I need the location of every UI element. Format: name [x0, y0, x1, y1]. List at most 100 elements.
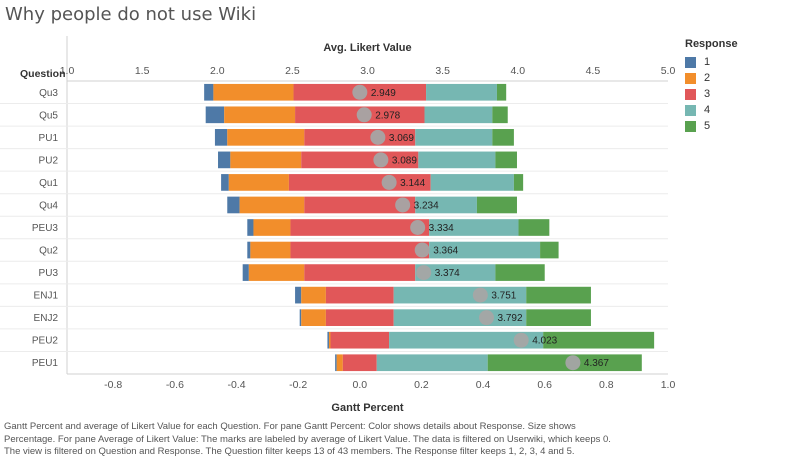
question-label: ENJ2	[34, 313, 59, 324]
question-label: Qu2	[39, 246, 58, 257]
legend-label-5: 5	[704, 120, 711, 132]
avg-label: 3.089	[392, 155, 417, 166]
question-label: Qu5	[39, 110, 58, 121]
bar-segment-r4	[430, 174, 514, 191]
bottom-axis-tick-label: -0.4	[227, 379, 245, 391]
legend-item-5[interactable]: 5	[685, 118, 738, 134]
avg-marker	[356, 107, 372, 123]
bar-segment-r5	[492, 106, 508, 124]
top-axis-tick-label: 5.0	[661, 65, 676, 77]
avg-label: 4.023	[532, 336, 557, 347]
top-axis-tick-label: 3.0	[360, 65, 375, 77]
bar-segment-r5	[526, 286, 591, 304]
legend-swatch-5	[685, 120, 696, 132]
bar-segment-r1	[295, 286, 302, 304]
question-label: PU2	[39, 155, 59, 166]
bar-segment-r4	[424, 106, 493, 124]
top-axis-tick-label: 4.0	[510, 65, 525, 77]
avg-label: 2.949	[371, 88, 396, 99]
bottom-axis-tick-label: 1.0	[661, 379, 676, 391]
avg-marker	[565, 355, 581, 371]
bar-segment-r1	[242, 264, 249, 281]
legend-item-2[interactable]: 2	[685, 70, 738, 86]
bar-segment-r4	[415, 264, 496, 281]
top-axis-tick-label: 1.0	[60, 65, 75, 77]
bar-segment-r5	[543, 331, 655, 349]
bar-segment-r1	[205, 106, 225, 124]
bar-segment-r1	[214, 129, 228, 146]
legend-item-4[interactable]: 4	[685, 102, 738, 118]
bar-segment-r5	[492, 129, 514, 146]
legend-label-3: 3	[704, 88, 711, 100]
avg-label: 3.334	[429, 223, 454, 234]
bar-segment-r1	[204, 83, 214, 101]
bar-segment-r5	[495, 151, 517, 169]
avg-marker	[410, 220, 426, 235]
bar-segment-r4	[429, 241, 541, 259]
legend-swatch-3	[685, 88, 696, 100]
legend-item-3[interactable]: 3	[685, 86, 738, 102]
legend-item-1[interactable]: 1	[685, 54, 738, 70]
avg-label: 4.367	[584, 358, 609, 369]
caption-line-2: Percentage. For pane Average of Likert V…	[4, 433, 611, 445]
bar-segment-r1	[299, 309, 302, 326]
bar-segment-r5	[518, 219, 550, 236]
question-label: ENJ1	[34, 291, 59, 302]
bar-segment-r1	[227, 196, 240, 214]
bottom-axis-tick-label: 0.8	[599, 379, 614, 391]
bar-segment-r2	[250, 241, 291, 259]
bar-segment-r5	[496, 83, 507, 101]
bottom-axis-tick-label: -0.2	[289, 379, 307, 391]
bar-segment-r5	[487, 354, 642, 372]
bar-segment-r4	[393, 309, 527, 326]
bottom-axis-tick-label: 0.6	[537, 379, 552, 391]
avg-marker	[381, 174, 397, 190]
top-axis-title: Avg. Likert Value	[323, 42, 411, 54]
bar-segment-r1	[247, 219, 254, 236]
avg-label: 3.069	[389, 133, 414, 144]
bar-segment-r3	[342, 354, 377, 372]
bar-segment-r2	[227, 129, 305, 146]
bar-segment-r4	[415, 196, 477, 214]
question-label: Qu1	[39, 178, 58, 189]
caption-line-3: The view is filtered on Question and Res…	[4, 446, 575, 457]
bar-segment-r4	[415, 129, 493, 146]
avg-marker	[416, 265, 432, 281]
bar-segment-r1	[335, 354, 337, 372]
bar-segment-r4	[426, 83, 497, 101]
legend-swatch-4	[685, 104, 696, 116]
avg-marker	[513, 332, 529, 348]
legend-label-4: 4	[704, 104, 711, 116]
bar-segment-r2	[224, 106, 296, 124]
response-legend[interactable]: Response 1 2 3 4 5	[685, 38, 738, 134]
top-axis-tick-label: 4.5	[586, 65, 601, 77]
likert-chart: Avg. Likert Value 1.0 1.5 2.0 2.5 3.0 3.5 4.0 4.…	[0, 36, 676, 414]
bar-segment-r3	[330, 331, 390, 349]
avg-label: 3.792	[497, 313, 522, 324]
bottom-axis-tick-label: 0.0	[352, 379, 367, 391]
bar-segment-r4	[393, 286, 527, 304]
question-label: Qu4	[39, 200, 58, 211]
bar-segment-r2	[230, 151, 302, 169]
bar-segment-r4	[389, 331, 544, 349]
row-header-label: Question	[20, 68, 66, 80]
bar-segment-r4	[376, 354, 488, 372]
legend-label-1: 1	[704, 56, 711, 68]
avg-marker	[478, 310, 494, 326]
question-label: PU3	[39, 268, 59, 279]
bar-segment-r5	[526, 309, 591, 326]
top-axis-tick-label: 2.5	[285, 65, 300, 77]
question-label: PEU3	[32, 223, 59, 234]
bar-segment-r4	[418, 151, 496, 169]
top-axis-tick-label: 3.5	[435, 65, 450, 77]
bar-segment-r2	[248, 264, 305, 281]
avg-label: 3.144	[400, 178, 425, 189]
legend-swatch-2	[685, 72, 696, 84]
bottom-axis-tick-label: 0.2	[414, 379, 429, 391]
page-title: Why people do not use Wiki	[5, 4, 257, 25]
bar-segment-r1	[327, 331, 329, 349]
caption-line-1: Gantt Percent and average of Likert Valu…	[4, 421, 576, 432]
bar-segment-r1	[247, 241, 251, 259]
bar-segment-r2	[228, 174, 289, 191]
bar-segment-r5	[513, 174, 524, 191]
